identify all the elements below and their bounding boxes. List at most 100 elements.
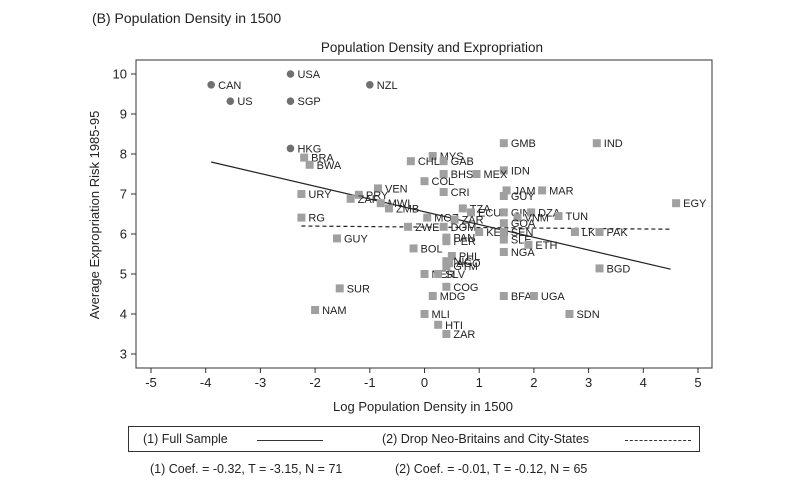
point-label: GUY: [344, 233, 369, 245]
point-marker: [595, 264, 604, 273]
point-marker: [434, 270, 443, 278]
point-marker: [672, 199, 681, 208]
x-tick-label: -4: [200, 375, 212, 390]
x-tick-label: 4: [640, 375, 647, 390]
point-marker: [297, 190, 306, 198]
x-tick-label: -5: [145, 375, 157, 390]
point-marker: [538, 186, 547, 195]
point-label: IND: [604, 138, 623, 150]
point-marker: [311, 306, 320, 314]
chart-title: Population Density and Expropriation: [321, 40, 543, 55]
point-marker: [300, 153, 309, 162]
point-marker: [346, 194, 355, 203]
point-marker: [499, 192, 508, 200]
x-tick-label: 5: [694, 375, 701, 390]
point-marker: [442, 262, 451, 270]
point-label: GMB: [511, 138, 536, 150]
y-axis-label: Average Expropriation Risk 1985-95: [87, 111, 102, 320]
point-label: US: [237, 96, 252, 108]
point-label: UGA: [541, 291, 566, 303]
point-marker: [442, 237, 451, 246]
point-label: ZAR: [453, 329, 475, 341]
point-label: COG: [453, 282, 478, 294]
point-marker: [439, 157, 448, 166]
point-marker: [475, 228, 484, 236]
x-axis-label: Log Population Density in 1500: [333, 399, 513, 414]
legend-solid-line: [257, 440, 323, 441]
point-label: COL: [432, 176, 455, 188]
point-label: USA: [297, 69, 320, 81]
point-marker: [335, 284, 344, 293]
point-label: GTM: [453, 261, 477, 273]
y-tick-label: 3: [120, 347, 127, 362]
point-label: NGA: [511, 247, 536, 259]
point-label: MLI: [432, 309, 450, 321]
point-marker: [472, 170, 481, 178]
point-marker: [286, 144, 295, 153]
point-label: PRY: [366, 190, 389, 202]
note-drop-sample: (2) Coef. = -0.01, T = -0.12, N = 65: [395, 462, 588, 476]
point-label: ZAR: [462, 215, 484, 227]
point-marker: [384, 204, 393, 213]
point-label: VNM: [524, 213, 548, 225]
x-tick-label: 0: [421, 375, 428, 390]
point-label: BHS: [451, 169, 474, 181]
point-marker: [554, 212, 563, 220]
point-label: SGP: [297, 96, 320, 108]
y-tick-label: 6: [120, 227, 127, 242]
point-marker: [404, 222, 413, 231]
point-label: GOA: [511, 218, 536, 230]
point-marker: [499, 292, 508, 300]
point-label: HTI: [445, 320, 463, 332]
legend-label-drop-neo-britains: (2) Drop Neo-Britains and City-States: [382, 432, 590, 446]
point-marker: [354, 190, 363, 199]
note-full-sample: (1) Coef. = -0.32, T = -3.15, N = 71: [150, 462, 343, 476]
point-marker: [428, 152, 437, 160]
point-label: ETH: [535, 240, 557, 252]
point-marker: [565, 310, 574, 318]
point-marker: [428, 292, 437, 300]
point-marker: [423, 213, 432, 222]
point-marker: [286, 70, 295, 78]
point-label: BGD: [607, 263, 631, 275]
y-tick-label: 8: [120, 147, 127, 162]
point-marker: [499, 166, 508, 175]
y-tick-label: 4: [120, 307, 127, 322]
x-tick-label: 1: [476, 375, 483, 390]
point-marker: [502, 186, 511, 195]
point-label: HKG: [297, 143, 321, 155]
point-label: BFA: [511, 291, 532, 303]
point-label: MDG: [440, 291, 466, 303]
point-label: JAM: [514, 185, 536, 197]
x-tick-label: 3: [585, 375, 592, 390]
panel-label: (B) Population Density in 1500: [92, 10, 282, 26]
y-axis: 3 4 5 6 7 8 9 10: [113, 67, 136, 362]
point-label: NZL: [377, 80, 398, 92]
point-label: TZA: [470, 203, 491, 215]
point-marker: [499, 235, 508, 244]
point-marker: [442, 330, 451, 338]
y-tick-label: 7: [120, 187, 127, 202]
point-marker: [499, 228, 508, 236]
y-tick-label: 5: [120, 267, 127, 282]
point-marker: [499, 248, 508, 256]
fit-line-full-sample: [211, 161, 671, 270]
point-marker: [592, 139, 601, 148]
point-label: PHL: [459, 251, 480, 263]
point-marker: [434, 320, 443, 329]
point-marker: [447, 252, 456, 260]
point-marker: [406, 157, 415, 166]
point-marker: [366, 81, 374, 89]
point-marker: [439, 222, 448, 231]
point-marker: [420, 177, 429, 186]
point-label: DOM: [451, 222, 477, 234]
x-tick-label: -1: [364, 375, 376, 390]
point-marker: [458, 204, 467, 213]
point-marker: [442, 282, 451, 291]
point-label: GAB: [451, 156, 474, 168]
point-label: BWA: [317, 160, 342, 172]
point-marker: [332, 234, 341, 243]
point-marker: [376, 199, 385, 208]
point-label: MWI: [388, 198, 411, 210]
